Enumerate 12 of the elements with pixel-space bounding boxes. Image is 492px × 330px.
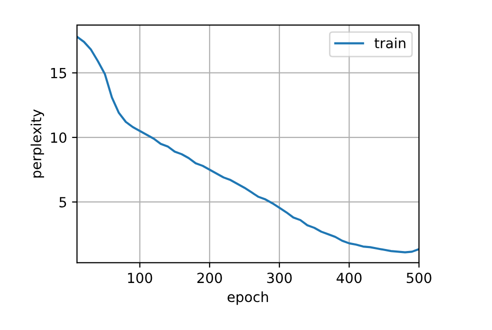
y-tick-label: 10 (51, 132, 66, 143)
y-tick-label: 15 (51, 68, 66, 78)
x-tick-label: 100 (128, 272, 152, 284)
x-tick-label: 500 (406, 272, 432, 284)
y-tick-label: 5 (60, 197, 66, 208)
y-axis-title: perplexity (30, 109, 44, 178)
x-tick-label: 200 (197, 272, 222, 284)
legend-label: train (374, 38, 406, 48)
x-tick-label: 400 (336, 272, 362, 284)
x-tick-label: 300 (267, 272, 292, 284)
x-axis-title: epoch (228, 291, 268, 305)
line-series (77, 36, 419, 254)
